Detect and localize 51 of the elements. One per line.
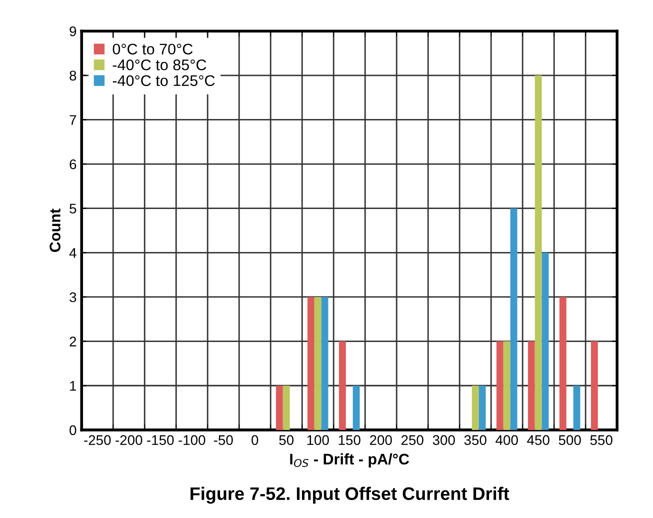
legend-label: -40°C to 125°C — [112, 75, 215, 86]
bar — [352, 386, 360, 430]
x-tick-label: -100 — [178, 435, 206, 446]
bar — [307, 296, 314, 430]
bar — [276, 386, 283, 430]
legend-label: 0°C to 70°C — [112, 44, 193, 55]
bar — [503, 341, 510, 430]
y-axis-title: Count — [50, 208, 60, 252]
x-tick-label: 500 — [558, 435, 581, 446]
bar — [282, 386, 290, 430]
text: Figure 7-52. Input Offset Current Drift — [190, 486, 510, 504]
x-tick-label: 350 — [464, 435, 486, 446]
bar — [573, 386, 580, 430]
y-tick-label: 0 — [70, 425, 76, 436]
x-tick-label: 150 — [338, 435, 360, 446]
x-axis-title: I$_{OS}$ - Drift - pA/°C — [290, 453, 410, 468]
bar — [314, 296, 322, 430]
legend-label: -40°C to 85°C — [112, 59, 206, 70]
y-tick-label: 2 — [70, 336, 76, 346]
x-tick-label: -200 — [116, 435, 142, 446]
x-tick-label: -250 — [84, 435, 111, 446]
x-tick-label: 100 — [307, 435, 329, 446]
x-tick-label: 550 — [590, 435, 612, 446]
y-tick-label: 7 — [70, 115, 76, 125]
x-tick-label: -50 — [214, 435, 233, 446]
bar — [528, 341, 535, 430]
x-tick-label: 300 — [432, 435, 455, 446]
bar — [590, 341, 598, 430]
x-tick-label: 200 — [370, 435, 392, 446]
y-tick-label: 4 — [69, 248, 76, 258]
x-tick-label: 250 — [401, 435, 424, 446]
y-tick-label: 6 — [70, 159, 76, 170]
bar — [559, 296, 566, 430]
bar — [510, 208, 518, 430]
bar — [478, 386, 486, 430]
bar — [496, 341, 504, 430]
y-tick-label: 5 — [70, 204, 76, 214]
x-tick-label: 50 — [279, 435, 294, 446]
bar — [338, 341, 346, 430]
x-tick-label: 400 — [496, 435, 518, 446]
bar — [472, 386, 479, 430]
y-tick-label: 8 — [70, 70, 76, 81]
x-tick-label: 450 — [527, 435, 550, 446]
x-tick-label: 0 — [252, 435, 258, 446]
y-tick-label: 1 — [70, 381, 76, 391]
y-tick-label: 9 — [70, 26, 76, 36]
x-tick-label: -150 — [147, 435, 174, 446]
y-tick-label: 3 — [70, 292, 76, 302]
bar — [534, 75, 542, 430]
bar — [542, 252, 549, 430]
bar — [321, 296, 328, 430]
